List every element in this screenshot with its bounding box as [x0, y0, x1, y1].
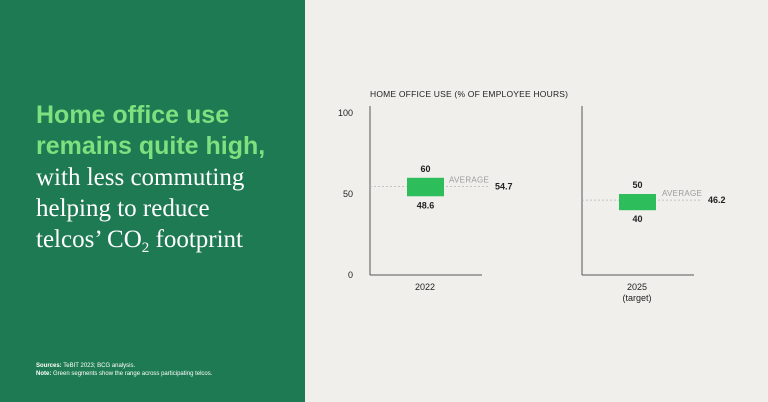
note-label: Note:: [36, 371, 52, 377]
y-tick-label: 100: [338, 108, 353, 118]
range-note: Note: Green segments show the range acro…: [36, 370, 296, 378]
y-tick-label: 0: [348, 270, 353, 280]
headline-line-5-sub: 2: [141, 240, 150, 256]
average-value-label: 54.7: [495, 181, 513, 191]
note-text: Green segments show the range across par…: [53, 371, 213, 377]
headline-line-5: telcos’ CO2 footprint: [36, 224, 296, 256]
headline: Home office use remains quite high, with…: [36, 100, 296, 256]
sources-label: Sources:: [36, 363, 62, 369]
sources-text: TeBIT 2023; BCG analysis.: [63, 363, 136, 369]
high-value-label: 60: [420, 164, 430, 174]
headline-highlight-2: remains quite high,: [36, 132, 266, 160]
high-value-label: 50: [632, 180, 642, 190]
headline-line-3: with less commuting: [36, 164, 245, 191]
range-bar: [619, 194, 656, 211]
right-panel: [305, 0, 768, 402]
headline-highlight-1: Home office use: [36, 101, 230, 129]
x-category-sublabel: (target): [622, 293, 651, 303]
average-label: AVERAGE: [449, 175, 489, 184]
footnotes: Sources: TeBIT 2023; BCG analysis. Note:…: [36, 362, 296, 378]
average-label: AVERAGE: [662, 189, 702, 198]
average-value-label: 46.2: [708, 195, 726, 205]
headline-line-5-pre: telcos’ CO: [36, 226, 142, 253]
sources-note: Sources: TeBIT 2023; BCG analysis.: [36, 362, 296, 370]
x-category-label: 2022: [415, 282, 435, 292]
y-tick-label: 50: [343, 189, 353, 199]
chart-title: HOME OFFICE USE (% OF EMPLOYEE HOURS): [370, 89, 568, 99]
range-bar: [407, 177, 444, 197]
headline-line-4: helping to reduce: [36, 195, 210, 222]
headline-line-5-post: footprint: [149, 226, 244, 253]
low-value-label: 40: [632, 214, 642, 224]
low-value-label: 48.6: [417, 200, 435, 210]
x-category-label: 2025: [627, 282, 647, 292]
left-panel: Home office use remains quite high, with…: [0, 0, 305, 402]
